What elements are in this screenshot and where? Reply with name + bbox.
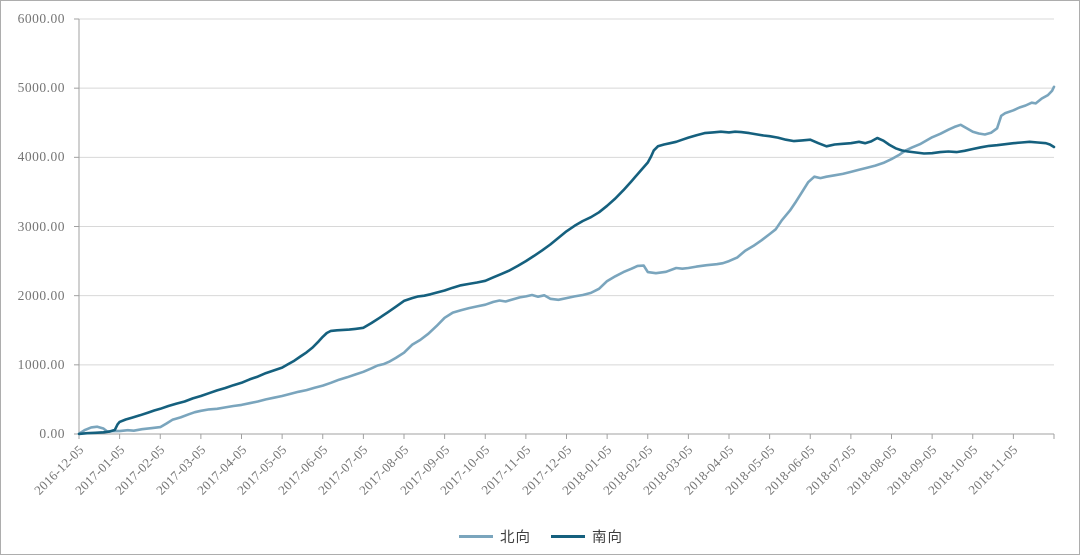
y-axis-label: 6000.00 [17, 11, 65, 26]
y-axis-label: 3000.00 [17, 218, 65, 234]
y-axis-label: 2000.00 [17, 287, 65, 303]
legend-label-south: 南向 [592, 529, 623, 546]
legend: 北向 南向 [1, 523, 1079, 549]
y-axis-label: 4000.00 [17, 149, 65, 165]
legend-label-north: 北向 [500, 529, 531, 546]
legend-item-north: 北向 [459, 526, 531, 547]
y-axis-label: 5000.00 [17, 80, 65, 96]
y-axis-label: 1000.00 [17, 356, 65, 372]
north-line-swatch [459, 534, 493, 538]
south-line-swatch [551, 534, 585, 538]
legend-item-south: 南向 [551, 526, 623, 547]
y-axis-label: 0.00 [39, 426, 65, 441]
